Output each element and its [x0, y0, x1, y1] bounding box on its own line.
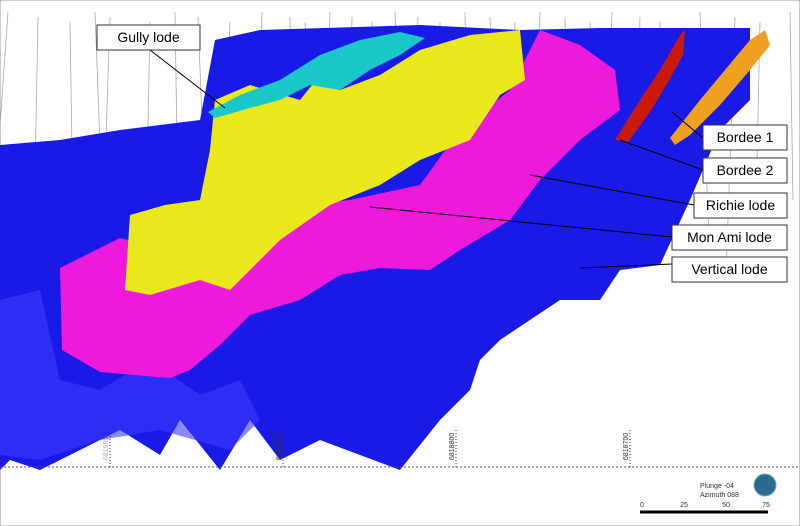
azimuth: Azimuth 088: [700, 492, 739, 499]
scale-label: 0: [640, 502, 644, 509]
grid-labels: 6819000 6818900 6818800 6818700: [103, 430, 631, 467]
plunge: Plunge -04: [700, 483, 734, 490]
callout-label: Gully lode: [117, 29, 179, 45]
scale-labels: 0 25 50 75: [640, 502, 770, 509]
grid-label: 6819000: [103, 433, 110, 460]
grid-label: 6818700: [623, 433, 630, 460]
grid-label: 6818900: [276, 433, 283, 460]
scale-label: 75: [762, 502, 770, 509]
drill-hole: [0, 11, 9, 132]
leader-line: [529, 174, 695, 206]
vertical-lode-shade: [0, 290, 260, 460]
callout-box: [671, 256, 788, 283]
grid-label: 6818800: [449, 433, 456, 460]
callout-label: Mon Ami lode: [687, 229, 772, 245]
leader-line: [149, 49, 226, 109]
compass-globe: [753, 473, 777, 497]
gully-lode: [208, 32, 425, 118]
callout-box: [96, 24, 201, 51]
callout-box: [702, 124, 788, 151]
callout-label: Vertical lode: [691, 261, 767, 277]
mon-ami-lode: [125, 30, 525, 295]
scale-label: 25: [680, 502, 688, 509]
callout-label: Richie lode: [706, 197, 775, 213]
callout-label: Bordee 2: [717, 162, 774, 178]
callout-label: Bordee 1: [717, 129, 774, 145]
leader-line: [671, 111, 704, 139]
leader-line: [369, 206, 673, 238]
callout-box: [693, 192, 788, 219]
bordee-2: [615, 30, 685, 142]
scale-label: 50: [722, 502, 730, 509]
bordee-1: [670, 30, 770, 145]
callout-box: [702, 157, 788, 184]
drill-hole: [789, 11, 794, 201]
callouts: Gully lode Bordee 1 Bordee 2 Richie lode Mon…: [96, 24, 788, 283]
leader-line: [579, 263, 673, 269]
callout-box: [671, 224, 788, 251]
leader-line: [619, 139, 704, 171]
